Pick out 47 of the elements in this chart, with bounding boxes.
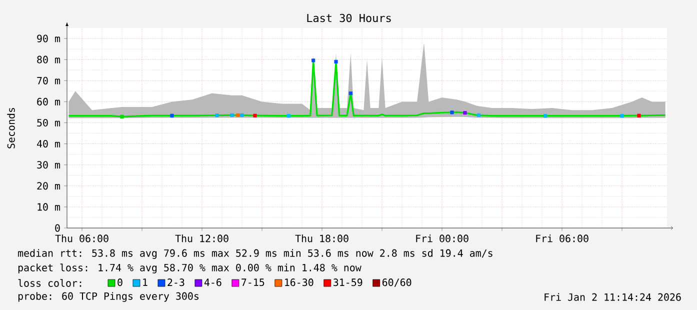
legend-label: 1 bbox=[143, 278, 148, 286]
point bbox=[544, 114, 548, 118]
point bbox=[334, 60, 338, 64]
text: median rtt: 53.8 ms avg 79.6 ms max 52.9 ms min 53.6 ms now 2.8 ms sd 19.4 am/s bbox=[18, 249, 492, 259]
chart-title: Last 30 Hours bbox=[307, 14, 391, 22]
point bbox=[215, 114, 219, 118]
legend-title: loss color: bbox=[18, 279, 82, 287]
legend-label: 31-59 bbox=[334, 278, 362, 286]
y-tick-label: 30 m bbox=[37, 161, 60, 169]
text: Fri Jan 2 11:14:24 2026 bbox=[544, 293, 681, 301]
y-tick-label: 60 m bbox=[37, 98, 60, 106]
point bbox=[450, 110, 454, 114]
point bbox=[236, 113, 240, 117]
y-tick-label: 50 m bbox=[37, 118, 60, 127]
legend-label: 60/60 bbox=[382, 278, 412, 287]
point bbox=[120, 114, 124, 118]
legend-label: 16-30 bbox=[285, 278, 314, 286]
x-tick-label: Fri 00:00 bbox=[416, 234, 468, 242]
point bbox=[637, 114, 641, 118]
legend-label: 7-15 bbox=[242, 278, 264, 286]
legend-label: 2-3 bbox=[168, 278, 184, 286]
point bbox=[230, 113, 234, 117]
legend-label: 0 bbox=[118, 278, 122, 286]
point bbox=[286, 114, 290, 118]
text: probe: 60 TCP Pings every 300s bbox=[18, 292, 198, 302]
point bbox=[240, 113, 244, 117]
y-tick-label: 90 m bbox=[37, 34, 60, 42]
point bbox=[170, 114, 174, 118]
point bbox=[312, 58, 316, 62]
x-tick-label: Thu 12:00 bbox=[175, 234, 228, 242]
point bbox=[463, 111, 467, 115]
y-tick-label: 10 m bbox=[38, 203, 60, 211]
legend-label: 4-6 bbox=[204, 278, 222, 286]
point bbox=[253, 114, 257, 118]
x-tick-label: Fri 06:00 bbox=[536, 234, 588, 242]
y-axis-title: Seconds bbox=[7, 108, 15, 148]
point bbox=[620, 114, 624, 118]
y-tick-label: 80 m bbox=[37, 56, 60, 64]
x-tick-label: Thu 18:00 bbox=[295, 234, 348, 242]
y-tick-label: 20 m bbox=[37, 182, 60, 190]
point bbox=[476, 113, 480, 117]
y-tick-label: 0 bbox=[55, 224, 60, 232]
text: packet loss: 1.74 % avg 58.70 % max 0.00 % min 1.48 % now bbox=[18, 264, 362, 274]
x-tick-label: Thu 06:00 bbox=[55, 234, 108, 242]
y-tick-label: 40 m bbox=[36, 140, 60, 148]
point bbox=[348, 91, 352, 96]
y-tick-label: 70 m bbox=[37, 76, 60, 84]
